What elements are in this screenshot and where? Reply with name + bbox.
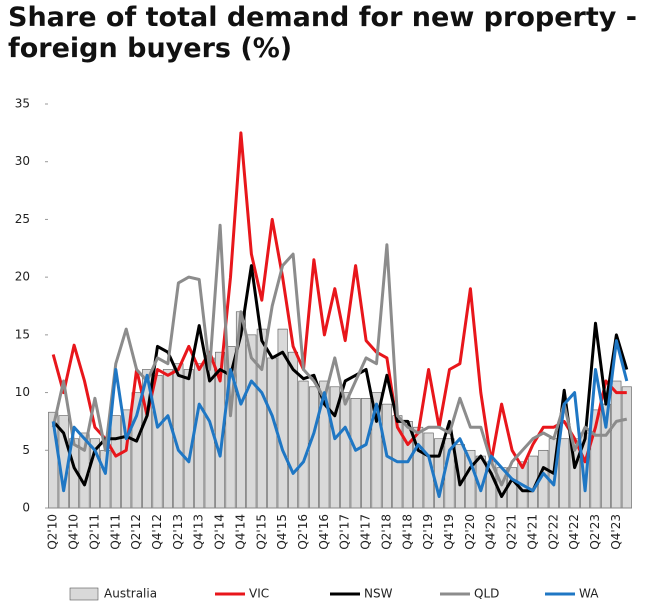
- bar: [298, 380, 309, 509]
- x-tick-label: Q2'22: [546, 514, 560, 550]
- x-tick-label: Q4'17: [359, 514, 373, 550]
- line: [51, 339, 629, 498]
- y-tick-label: 35: [15, 97, 30, 111]
- legend-label: WA: [579, 587, 599, 601]
- x-tick-label: Q4'19: [442, 514, 456, 550]
- bar: [110, 415, 121, 509]
- x-tick-label: Q2'19: [421, 514, 435, 550]
- bar: [288, 351, 299, 509]
- chart-title: Share of total demand for new property -…: [8, 2, 637, 64]
- y-tick-label: 5: [22, 443, 30, 457]
- legend-swatch: [69, 587, 99, 601]
- x-tick-label: Q4'14: [233, 514, 247, 550]
- bar: [340, 392, 351, 509]
- x-tick-label: Q2'14: [213, 514, 227, 550]
- x-tick-label: Q2'20: [463, 514, 477, 550]
- y-tick-label: 25: [15, 212, 30, 226]
- legend-label: QLD: [474, 587, 499, 601]
- bar: [194, 363, 205, 509]
- bar: [611, 380, 622, 509]
- y-tick-label: 10: [15, 385, 30, 399]
- x-tick-label: Q2'17: [338, 514, 352, 550]
- x-tick-label: Q2'11: [87, 514, 101, 550]
- legend-label: NSW: [364, 587, 393, 601]
- bar: [350, 398, 361, 509]
- x-tick-label: Q4'15: [275, 514, 289, 550]
- x-tick-label: Q4'11: [108, 514, 122, 550]
- x-tick-label: Q2'21: [505, 514, 519, 550]
- x-tick-label: Q4'10: [67, 514, 81, 550]
- x-tick-label: Q4'13: [192, 514, 206, 550]
- bar: [621, 386, 632, 509]
- x-tick-label: Q2'10: [46, 514, 60, 550]
- x-tick-label: Q2'18: [379, 514, 393, 550]
- x-tick-label: Q2'12: [129, 514, 143, 550]
- x-tick-label: Q4'16: [317, 514, 331, 550]
- bar: [152, 374, 163, 509]
- bar: [308, 386, 319, 509]
- x-tick-label: Q2'15: [254, 514, 268, 550]
- bar: [559, 438, 570, 509]
- legend-label: Australia: [104, 587, 157, 601]
- y-tick-label: 30: [15, 154, 30, 168]
- x-tick-label: Q4'22: [567, 514, 581, 550]
- y-tick-label: 20: [15, 270, 30, 284]
- bar: [162, 369, 173, 509]
- bar: [361, 398, 372, 509]
- x-tick-label: Q2'16: [296, 514, 310, 550]
- legend-label: VIC: [249, 587, 269, 601]
- x-tick-label: Q4'18: [400, 514, 414, 550]
- x-tick-label: Q4'12: [150, 514, 164, 550]
- y-tick-label: 0: [22, 501, 30, 515]
- x-tick-label: Q2'13: [171, 514, 185, 550]
- bar: [267, 357, 278, 509]
- x-tick-label: Q4'20: [484, 514, 498, 550]
- x-tick-label: Q4'23: [609, 514, 623, 550]
- x-tick-label: Q2'23: [588, 514, 602, 550]
- y-tick-label: 15: [15, 327, 30, 341]
- x-tick-label: Q4'21: [525, 514, 539, 550]
